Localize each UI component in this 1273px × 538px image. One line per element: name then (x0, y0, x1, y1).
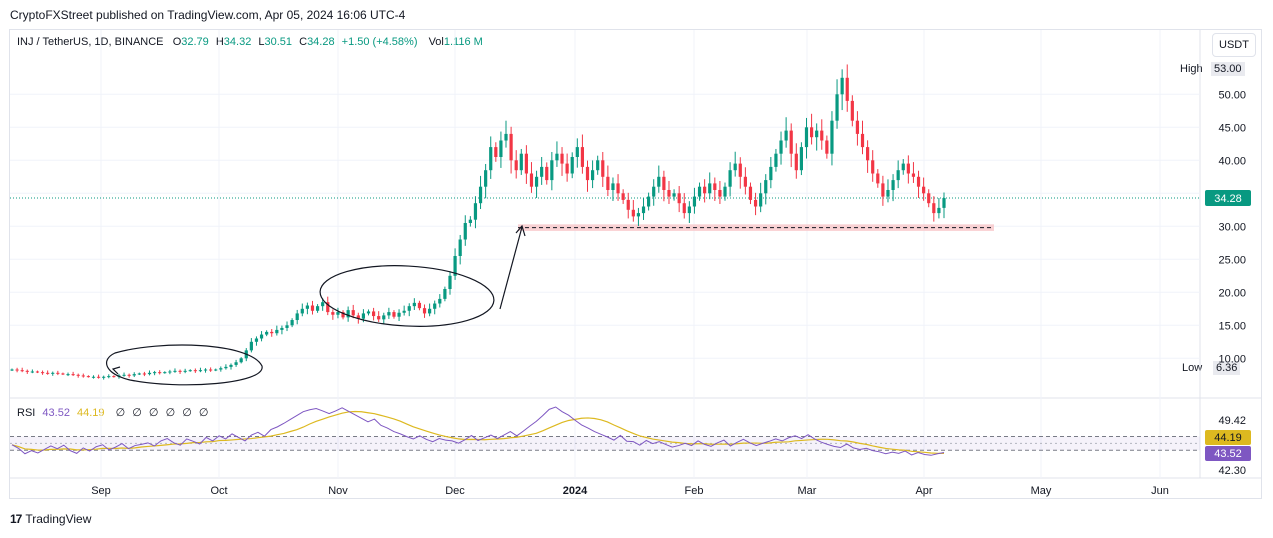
tradingview-logo-icon: 17 (10, 512, 22, 526)
low-marker-value: 6.36 (1213, 361, 1241, 375)
open-value: 32.79 (181, 36, 209, 48)
rsi-placeholder: ∅ (198, 407, 209, 419)
high-marker-value: 53.00 (1211, 62, 1245, 76)
high-value: 34.32 (223, 36, 252, 48)
rsi-legend: RSI 43.52 44.19 ∅ ∅ ∅ ∅ ∅ ∅ (17, 406, 212, 419)
rsi-ma-value: 44.19 (77, 407, 105, 419)
tradingview-brand[interactable]: 17 TradingView (10, 512, 91, 526)
close-value: 34.28 (307, 36, 335, 48)
rsi-value: 43.52 (42, 407, 70, 419)
rsi-placeholder: ∅ (165, 407, 176, 419)
low-label: L (258, 36, 265, 48)
high-marker-label: High (1180, 63, 1203, 75)
change-value: +1.50 (+4.58%) (341, 36, 418, 48)
publisher-line: CryptoFXStreet published on TradingView.… (10, 8, 406, 22)
rsi-placeholder: ∅ (115, 407, 126, 419)
rsi-placeholder: ∅ (182, 407, 192, 419)
rsi-label[interactable]: RSI (17, 407, 36, 419)
low-marker-label: Low (1182, 362, 1203, 374)
rsi-placeholder: ∅ (148, 407, 159, 419)
rsi-placeholder: ∅ (132, 407, 142, 419)
chart-frame (9, 29, 1262, 499)
symbol-legend: INJ / TetherUS, 1D, BINANCE O32.79 H34.3… (17, 36, 483, 48)
high-label: H (215, 36, 224, 48)
volume-label: Vol (428, 36, 444, 48)
symbol-label[interactable]: INJ / TetherUS, 1D, BINANCE (17, 36, 164, 48)
open-label: O (172, 36, 182, 48)
currency-button[interactable]: USDT (1212, 33, 1256, 57)
low-value: 30.51 (264, 36, 293, 48)
volume-value: 1.116 M (443, 36, 483, 48)
close-label: C (299, 36, 308, 48)
tradingview-brand-text: TradingView (25, 512, 92, 526)
